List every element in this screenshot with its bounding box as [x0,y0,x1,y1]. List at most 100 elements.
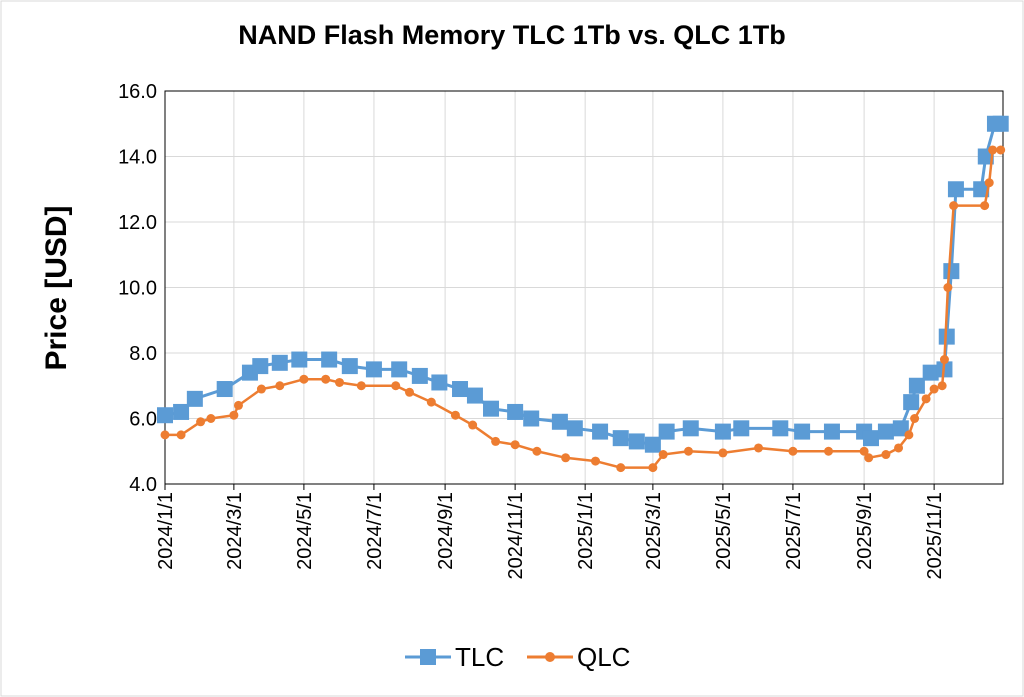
y-tick-label: 6.0 [129,409,157,431]
marker [365,361,382,378]
marker [507,403,524,420]
marker [864,453,874,463]
marker [892,420,909,437]
marker [772,420,789,437]
marker [216,381,233,398]
marker [334,377,344,387]
x-tick-label: 2024/9/1 [435,492,457,570]
y-tick-label: 8.0 [129,343,157,365]
marker [299,374,309,384]
legend-label: QLC [577,642,630,672]
x-tick-label: 2025/5/1 [713,492,735,570]
x-tick-label: 2025/9/1 [854,492,876,570]
marker [612,430,629,447]
marker [561,453,571,463]
marker [973,181,990,198]
marker [173,403,190,420]
plot-frame [164,90,1004,485]
x-tick-label: 2025/3/1 [643,492,665,570]
marker [824,446,834,456]
marker [881,450,891,460]
marker [616,463,626,473]
marker [426,397,436,407]
x-tick-label: 2024/7/1 [364,492,386,570]
marker [682,420,699,437]
marker [910,414,920,423]
marker [206,414,216,423]
marker [157,407,173,424]
marker [256,384,266,394]
marker [903,394,920,411]
marker [176,430,186,440]
marker [908,377,925,394]
marker [411,367,428,384]
marker [904,430,914,440]
marker [321,374,331,384]
marker [984,178,994,188]
marker [291,351,308,368]
marker [658,423,675,440]
marker [733,420,750,437]
x-tick-label: 2024/1/1 [155,492,177,570]
marker [996,145,1006,155]
marker [939,355,949,365]
marker [648,463,658,473]
marker [859,446,869,456]
legend-label: TLC [455,642,504,672]
marker [321,351,338,368]
marker [823,423,840,440]
marker [937,381,947,391]
x-tick-label: 2025/1/1 [575,492,597,570]
marker [160,430,170,440]
marker [992,115,1009,132]
x-tick-label: 2025/7/1 [783,492,805,570]
y-tick-label: 10.0 [118,278,157,300]
marker [483,400,500,417]
marker [532,446,542,456]
marker [894,443,904,453]
marker [628,433,645,450]
marker [510,440,520,450]
y-tick-label: 12.0 [118,212,157,234]
marker [644,436,661,453]
marker [566,420,583,437]
marker [468,420,478,430]
x-tick-label: 2025/11/1 [924,492,946,580]
y-axis-label: Price [USD] [40,205,73,370]
marker [229,410,239,420]
x-tick-label: 2024/3/1 [224,492,246,570]
marker [921,394,931,404]
marker [592,423,609,440]
marker [252,358,269,375]
marker [466,387,483,404]
marker [275,381,285,391]
marker [551,413,568,430]
marker [683,446,693,456]
marker [753,443,763,453]
marker [658,450,668,460]
marker [523,410,540,427]
marker [431,374,448,391]
marker [452,381,469,398]
marker [405,387,415,397]
marker [877,423,894,440]
marker [233,400,243,410]
marker [718,448,728,458]
marker [391,361,408,378]
legend-marker [545,652,555,662]
chart-title: NAND Flash Memory TLC 1Tb vs. QLC 1Tb [238,20,786,50]
marker [186,390,203,407]
marker [980,201,990,211]
marker [947,181,964,198]
y-tick-label: 4.0 [129,474,157,496]
marker [943,263,960,280]
x-tick-label: 2024/5/1 [294,492,316,570]
marker [922,364,939,381]
marker [391,381,401,391]
marker [794,423,811,440]
marker [988,145,998,155]
marker [929,384,939,394]
y-tick-label: 14.0 [118,147,157,169]
x-tick-label: 2024/11/1 [505,492,527,580]
